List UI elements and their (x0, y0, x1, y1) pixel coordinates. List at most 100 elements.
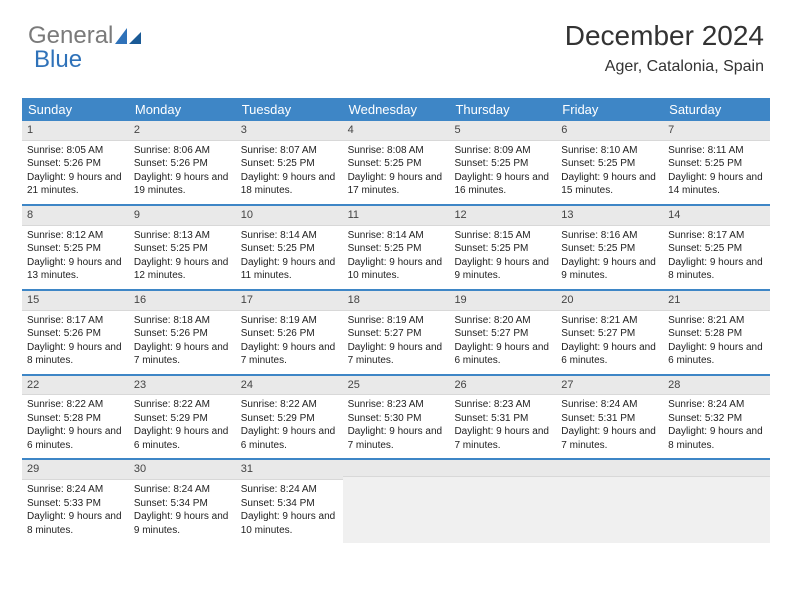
sunrise-text: Sunrise: 8:24 AM (668, 398, 765, 412)
week-row: 8Sunrise: 8:12 AMSunset: 5:25 PMDaylight… (22, 206, 770, 291)
sunrise-text: Sunrise: 8:16 AM (561, 229, 658, 243)
day-cell: 28Sunrise: 8:24 AMSunset: 5:32 PMDayligh… (663, 376, 770, 459)
daylight-text: Daylight: 9 hours and 8 minutes. (27, 510, 124, 537)
sunset-text: Sunset: 5:34 PM (241, 497, 338, 511)
day-number: 5 (449, 121, 556, 141)
day-body: Sunrise: 8:21 AMSunset: 5:28 PMDaylight:… (663, 311, 770, 374)
daylight-text: Daylight: 9 hours and 7 minutes. (241, 341, 338, 368)
week-row: 15Sunrise: 8:17 AMSunset: 5:26 PMDayligh… (22, 291, 770, 376)
sunset-text: Sunset: 5:25 PM (561, 242, 658, 256)
day-cell: 18Sunrise: 8:19 AMSunset: 5:27 PMDayligh… (343, 291, 450, 374)
daylight-text: Daylight: 9 hours and 6 minutes. (454, 341, 551, 368)
daylight-text: Daylight: 9 hours and 12 minutes. (134, 256, 231, 283)
day-body: Sunrise: 8:17 AMSunset: 5:25 PMDaylight:… (663, 226, 770, 289)
sunset-text: Sunset: 5:25 PM (348, 157, 445, 171)
sunset-text: Sunset: 5:25 PM (241, 242, 338, 256)
sunrise-text: Sunrise: 8:13 AM (134, 229, 231, 243)
day-number: 4 (343, 121, 450, 141)
day-cell (663, 460, 770, 543)
day-number: 7 (663, 121, 770, 141)
day-header-cell: Wednesday (343, 98, 450, 121)
day-cell (449, 460, 556, 543)
sunrise-text: Sunrise: 8:22 AM (241, 398, 338, 412)
day-cell: 11Sunrise: 8:14 AMSunset: 5:25 PMDayligh… (343, 206, 450, 289)
day-cell: 31Sunrise: 8:24 AMSunset: 5:34 PMDayligh… (236, 460, 343, 543)
daylight-text: Daylight: 9 hours and 8 minutes. (27, 341, 124, 368)
sunrise-text: Sunrise: 8:21 AM (561, 314, 658, 328)
day-number: 10 (236, 206, 343, 226)
sunrise-text: Sunrise: 8:22 AM (134, 398, 231, 412)
sunrise-text: Sunrise: 8:19 AM (241, 314, 338, 328)
day-cell: 16Sunrise: 8:18 AMSunset: 5:26 PMDayligh… (129, 291, 236, 374)
sunset-text: Sunset: 5:25 PM (134, 242, 231, 256)
day-number: 3 (236, 121, 343, 141)
sunset-text: Sunset: 5:25 PM (454, 157, 551, 171)
sunset-text: Sunset: 5:30 PM (348, 412, 445, 426)
day-cell: 19Sunrise: 8:20 AMSunset: 5:27 PMDayligh… (449, 291, 556, 374)
day-cell: 25Sunrise: 8:23 AMSunset: 5:30 PMDayligh… (343, 376, 450, 459)
day-body: Sunrise: 8:19 AMSunset: 5:27 PMDaylight:… (343, 311, 450, 374)
header-right: December 2024 Ager, Catalonia, Spain (565, 20, 764, 76)
daylight-text: Daylight: 9 hours and 11 minutes. (241, 256, 338, 283)
daylight-text: Daylight: 9 hours and 16 minutes. (454, 171, 551, 198)
sunset-text: Sunset: 5:25 PM (241, 157, 338, 171)
sunrise-text: Sunrise: 8:24 AM (134, 483, 231, 497)
day-body: Sunrise: 8:13 AMSunset: 5:25 PMDaylight:… (129, 226, 236, 289)
day-body: Sunrise: 8:14 AMSunset: 5:25 PMDaylight:… (236, 226, 343, 289)
week-row: 29Sunrise: 8:24 AMSunset: 5:33 PMDayligh… (22, 460, 770, 543)
sunrise-text: Sunrise: 8:24 AM (241, 483, 338, 497)
sunset-text: Sunset: 5:27 PM (348, 327, 445, 341)
day-body: Sunrise: 8:24 AMSunset: 5:31 PMDaylight:… (556, 395, 663, 458)
day-body: Sunrise: 8:21 AMSunset: 5:27 PMDaylight:… (556, 311, 663, 374)
day-body: Sunrise: 8:22 AMSunset: 5:28 PMDaylight:… (22, 395, 129, 458)
day-number: 2 (129, 121, 236, 141)
sunset-text: Sunset: 5:25 PM (668, 242, 765, 256)
day-number: 9 (129, 206, 236, 226)
day-header-cell: Friday (556, 98, 663, 121)
sunrise-text: Sunrise: 8:14 AM (348, 229, 445, 243)
day-cell: 2Sunrise: 8:06 AMSunset: 5:26 PMDaylight… (129, 121, 236, 204)
daylight-text: Daylight: 9 hours and 21 minutes. (27, 171, 124, 198)
day-number: 16 (129, 291, 236, 311)
sunrise-text: Sunrise: 8:10 AM (561, 144, 658, 158)
day-body: Sunrise: 8:05 AMSunset: 5:26 PMDaylight:… (22, 141, 129, 204)
day-body: Sunrise: 8:23 AMSunset: 5:31 PMDaylight:… (449, 395, 556, 458)
day-cell: 1Sunrise: 8:05 AMSunset: 5:26 PMDaylight… (22, 121, 129, 204)
day-body: Sunrise: 8:22 AMSunset: 5:29 PMDaylight:… (236, 395, 343, 458)
sunset-text: Sunset: 5:26 PM (134, 157, 231, 171)
day-header-cell: Tuesday (236, 98, 343, 121)
day-body: Sunrise: 8:10 AMSunset: 5:25 PMDaylight:… (556, 141, 663, 204)
daylight-text: Daylight: 9 hours and 6 minutes. (134, 425, 231, 452)
sunset-text: Sunset: 5:27 PM (454, 327, 551, 341)
sunset-text: Sunset: 5:32 PM (668, 412, 765, 426)
logo-sail-icon (115, 28, 141, 44)
sunset-text: Sunset: 5:25 PM (348, 242, 445, 256)
day-body: Sunrise: 8:18 AMSunset: 5:26 PMDaylight:… (129, 311, 236, 374)
daylight-text: Daylight: 9 hours and 10 minutes. (241, 510, 338, 537)
sunrise-text: Sunrise: 8:23 AM (454, 398, 551, 412)
day-cell: 14Sunrise: 8:17 AMSunset: 5:25 PMDayligh… (663, 206, 770, 289)
day-body: Sunrise: 8:24 AMSunset: 5:34 PMDaylight:… (129, 480, 236, 543)
day-cell: 8Sunrise: 8:12 AMSunset: 5:25 PMDaylight… (22, 206, 129, 289)
sunset-text: Sunset: 5:28 PM (27, 412, 124, 426)
daylight-text: Daylight: 9 hours and 7 minutes. (454, 425, 551, 452)
day-cell: 13Sunrise: 8:16 AMSunset: 5:25 PMDayligh… (556, 206, 663, 289)
day-cell: 3Sunrise: 8:07 AMSunset: 5:25 PMDaylight… (236, 121, 343, 204)
day-cell: 23Sunrise: 8:22 AMSunset: 5:29 PMDayligh… (129, 376, 236, 459)
sunrise-text: Sunrise: 8:17 AM (668, 229, 765, 243)
day-body: Sunrise: 8:17 AMSunset: 5:26 PMDaylight:… (22, 311, 129, 374)
sunrise-text: Sunrise: 8:18 AM (134, 314, 231, 328)
daylight-text: Daylight: 9 hours and 7 minutes. (134, 341, 231, 368)
day-body: Sunrise: 8:12 AMSunset: 5:25 PMDaylight:… (22, 226, 129, 289)
day-number: 30 (129, 460, 236, 480)
day-cell: 9Sunrise: 8:13 AMSunset: 5:25 PMDaylight… (129, 206, 236, 289)
day-number-blank (663, 460, 770, 477)
sunrise-text: Sunrise: 8:21 AM (668, 314, 765, 328)
day-header-row: SundayMondayTuesdayWednesdayThursdayFrid… (22, 98, 770, 121)
day-cell: 26Sunrise: 8:23 AMSunset: 5:31 PMDayligh… (449, 376, 556, 459)
day-number: 29 (22, 460, 129, 480)
sunset-text: Sunset: 5:26 PM (241, 327, 338, 341)
sunset-text: Sunset: 5:25 PM (668, 157, 765, 171)
day-number: 26 (449, 376, 556, 396)
day-body: Sunrise: 8:24 AMSunset: 5:33 PMDaylight:… (22, 480, 129, 543)
